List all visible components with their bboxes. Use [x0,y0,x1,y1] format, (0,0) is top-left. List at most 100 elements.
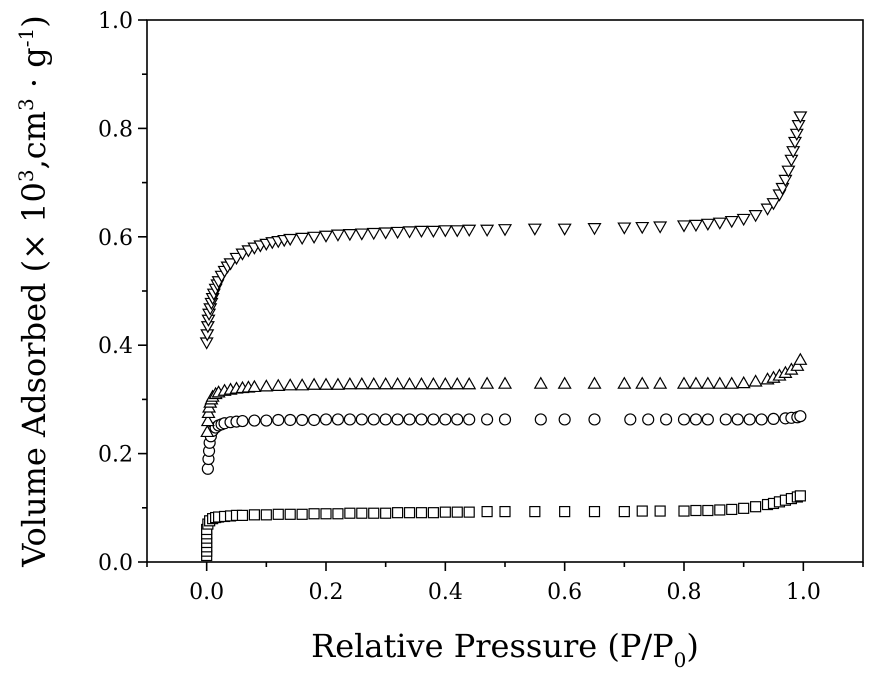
data-point-triangle-down [330,229,345,242]
data-point-circle [343,413,356,426]
data-point-circle [624,413,637,426]
data-point-triangle-down [778,174,793,188]
x-tick-label: 0.6 [547,580,582,605]
data-point-square [559,505,571,518]
data-point-square [308,508,320,520]
x-tick-label: 0.4 [428,580,463,605]
data-point-square [260,509,272,521]
y-axis-title-sup3: -1 [14,28,38,47]
data-point-circle [379,413,392,426]
data-point-circle [403,413,416,426]
data-point-triangle-up [724,376,739,389]
y-axis-title-mid: ,cm [15,111,53,169]
data-point-circle [296,413,309,427]
data-point-circle [731,413,744,426]
data-point-triangle-up [462,377,477,390]
data-point-triangle-up [790,358,805,371]
data-point-triangle-up [736,375,751,389]
data-point-triangle-down [480,224,495,237]
data-point-circle [319,413,333,426]
data-point-circle [248,414,261,427]
data-point-triangle-down [724,215,739,229]
data-point-circle [743,413,756,426]
data-point-square [481,505,493,518]
data-point-triangle-down [700,218,715,232]
data-point-circle [260,414,273,427]
data-point-square [726,503,738,516]
data-point-triangle-down [676,220,692,233]
data-point-triangle-down [229,252,244,266]
y-tick-label: 0.6 [98,226,133,251]
data-point-triangle-up [533,376,548,389]
data-point-triangle-down [781,165,796,178]
data-point-square [463,506,475,518]
data-point-triangle-up [700,376,715,389]
data-point-triangle-up [414,377,429,390]
data-point-circle [659,413,673,426]
data-point-triangle-up [283,378,298,391]
data-point-triangle-down [223,258,238,271]
data-point-triangle-down [414,225,429,239]
data-point-square [356,507,368,519]
data-point-circle [642,413,655,426]
data-point-triangle-up [402,377,417,390]
data-point-triangle-up [259,379,274,392]
data-point-triangle-up [676,376,692,389]
data-point-circle [331,413,345,426]
data-point-circle [463,413,476,426]
data-point-square [320,508,332,520]
data-point-square [690,504,702,517]
data-point-triangle-up [390,377,405,390]
data-point-triangle-down [557,223,572,236]
data-point-triangle-up [793,352,808,365]
y-axis-title-sup2: 3 [14,98,38,111]
y-tick-label: 0.0 [98,551,133,576]
y-axis-title-main: Volume Adsorbed (× 10 [15,182,53,568]
data-point-triangle-down [784,154,799,168]
data-point-circle [755,413,768,426]
data-point-triangle-up [712,376,727,389]
data-point-square [451,506,463,518]
data-point-triangle-up [200,413,215,427]
data-point-circle [677,413,691,426]
data-point-triangle-up [342,377,357,390]
data-point-triangle-up [497,376,513,389]
data-point-triangle-up [617,376,632,389]
y-axis-title-sup1: 3 [14,169,38,182]
data-point-triangle-up [688,376,703,389]
data-point-triangle-down [736,213,751,227]
data-point-square [714,504,726,516]
data-point-triangle-down [354,228,369,241]
data-point-square [499,505,511,518]
x-axis-title-main: Relative Pressure (P/P [311,627,674,665]
data-point-square [332,508,344,520]
data-point-circle [767,412,780,426]
data-point-circle [689,413,703,426]
x-axis-title-end: ) [686,627,698,665]
data-point-triangle-up [307,377,322,390]
data-point-triangle-up [438,377,453,390]
data-point-triangle-down [283,233,298,247]
data-point-square [678,505,690,517]
data-point-square [415,507,428,519]
data-point-square [427,507,439,519]
data-point-square [702,504,714,517]
data-point-square [392,507,404,519]
data-point-square [380,507,392,519]
data-point-square [588,505,601,518]
data-point-circle [588,413,601,426]
data-point-circle [451,413,464,426]
data-point-square [284,508,296,520]
data-point-square [529,505,541,518]
plot-frame [146,19,864,563]
data-point-circle [367,413,380,426]
data-point-triangle-up [557,376,572,389]
data-point-circle [558,413,571,426]
data-point-triangle-up [295,378,310,391]
x-tick-label: 0.8 [667,580,702,605]
data-point-square [272,508,284,520]
y-tick-label: 1.0 [98,9,133,34]
data-point-triangle-down [295,232,310,246]
data-point-triangle-down [791,120,806,133]
x-tick-label: 1.0 [786,580,821,605]
